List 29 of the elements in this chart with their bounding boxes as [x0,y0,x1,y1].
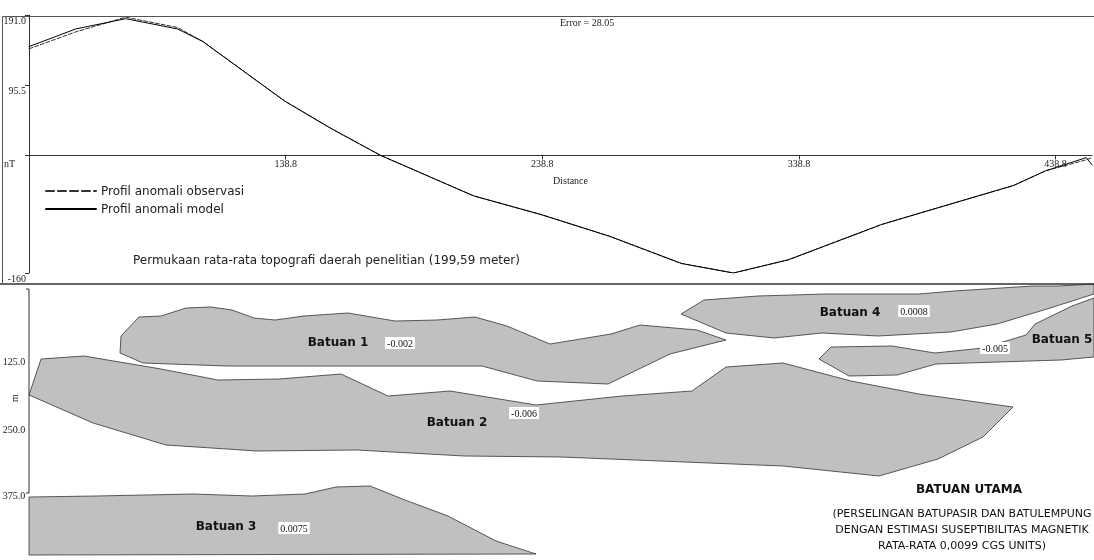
text: Batuan 5 [1031,332,1093,346]
y-tick-label: 191.0 [3,14,26,26]
legend-label: Profil anomali observasi [101,184,245,198]
annotation: Error = 28.05 [560,16,615,28]
text: 0.0075 [280,522,308,534]
text: -0.005 [982,342,1008,354]
text: BATUAN UTAMA [915,482,1023,496]
annotation: Permukaan rata-rata topografi daerah penelitian (199,59 meter) [133,253,520,267]
text: Batuan 4 [819,305,881,319]
y-tick-label: 95.5 [8,84,26,96]
text: 0.0008 [900,305,928,317]
text: Batuan 3 [195,519,257,533]
text: 250.0 [2,423,26,435]
text: Batuan 1 [307,335,369,349]
legend-label: Profil anomali model [101,202,224,216]
y-axis-title: nT [4,157,16,169]
text: -0.002 [387,337,413,349]
text: 375.0 [2,489,26,501]
y-tick-label: -160 [7,272,26,284]
text: Batuan 2 [426,415,488,429]
text: -0.006 [511,407,537,419]
text: m [8,393,20,402]
x-axis-title: Distance [553,174,589,186]
x-tick-label: 438.8 [1044,157,1067,169]
x-tick-label: 238.8 [531,157,554,169]
text: (PERSELINGAN BATUPASIR DAN BATULEMPUNG DENGAN ESTIMASI SUSEPTIBILITAS MAGNETIK RATA-RATA 0,0099 CGS UNITS) [831,506,1093,552]
x-tick-label: 338.8 [787,157,811,169]
x-tick-label: 138.8 [274,157,297,169]
text: 125.0 [2,355,26,367]
